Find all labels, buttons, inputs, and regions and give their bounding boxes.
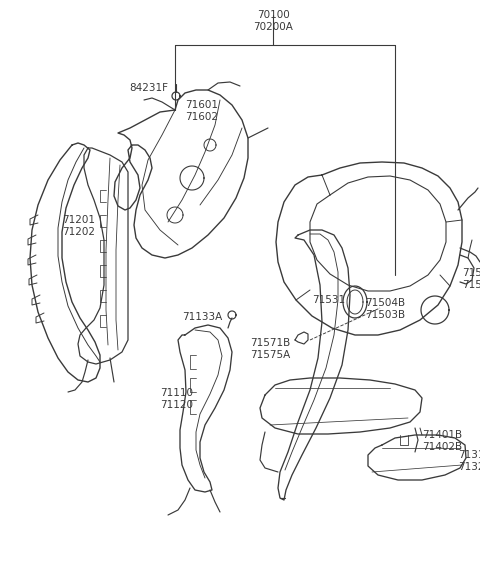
Text: 71550
71560: 71550 71560 [462,268,480,291]
Text: 71312
71322: 71312 71322 [458,450,480,472]
Text: 71601
71602: 71601 71602 [185,100,218,122]
Text: 71110
71120: 71110 71120 [160,388,193,411]
Text: 71531: 71531 [312,295,345,305]
Text: 70100
70200A: 70100 70200A [253,10,293,33]
Text: 71504B
71503B: 71504B 71503B [365,298,405,320]
Text: 71401B
71402B: 71401B 71402B [422,430,462,452]
Text: 84231F: 84231F [129,83,168,93]
Text: 71133A: 71133A [182,312,222,322]
Text: 71201
71202: 71201 71202 [62,215,95,238]
Text: 71571B
71575A: 71571B 71575A [250,338,290,360]
